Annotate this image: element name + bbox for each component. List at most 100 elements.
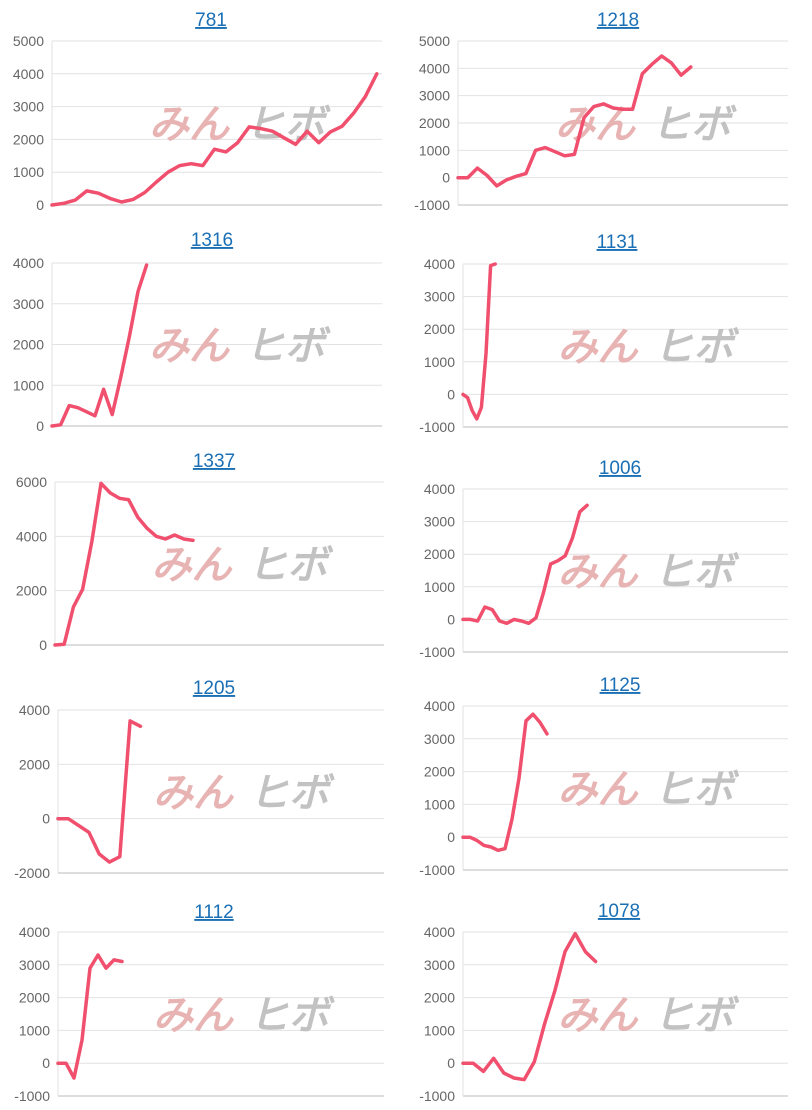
y-tick-label: 1000 bbox=[419, 142, 450, 158]
y-tick-label: 3000 bbox=[424, 957, 455, 973]
y-tick-label: 2000 bbox=[419, 115, 450, 131]
y-tick-label: 2000 bbox=[13, 131, 44, 147]
watermark-logo-part-a: みん bbox=[149, 102, 231, 148]
series-line bbox=[461, 931, 598, 1082]
y-tick-label: 1000 bbox=[424, 1022, 455, 1038]
chart-panel: 1112 -1000 0 1000 2000 3000 4000 みん ヒボ bbox=[14, 902, 384, 1104]
watermark-logo-part-a: みん bbox=[558, 325, 640, 371]
watermark-logo-part-b: ヒボ bbox=[654, 550, 740, 596]
watermark-logo-part-a: みん bbox=[153, 993, 235, 1039]
y-tick-label: 0 bbox=[447, 611, 455, 627]
chart-title-link[interactable]: 1337 bbox=[193, 451, 235, 472]
y-tick-label: 2000 bbox=[424, 321, 455, 337]
y-tick-label: -1000 bbox=[419, 1088, 455, 1104]
watermark-logo-part-b: ヒボ bbox=[651, 102, 737, 148]
y-tick-label: 3000 bbox=[13, 99, 44, 115]
y-tick-label: 0 bbox=[442, 170, 450, 186]
y-tick-label: 4000 bbox=[424, 698, 455, 714]
chart-title-link[interactable]: 1316 bbox=[191, 230, 233, 251]
chart-panel: 1125 -1000 0 1000 2000 3000 4000 みん ヒボ bbox=[419, 675, 788, 878]
chart-title-link[interactable]: 1205 bbox=[193, 678, 235, 699]
y-tick-label: -2000 bbox=[14, 865, 50, 881]
y-tick-label: 2000 bbox=[424, 546, 455, 562]
watermark-logo-part-b: ヒボ bbox=[249, 993, 335, 1039]
y-tick-label: 3000 bbox=[424, 731, 455, 747]
series-line bbox=[56, 953, 124, 1080]
chart-panel: 1205 -2000 0 2000 4000 みん ヒボ bbox=[14, 678, 384, 881]
series-line bbox=[456, 54, 693, 188]
series-line bbox=[50, 263, 149, 428]
chart-title-link[interactable]: 1218 bbox=[597, 10, 639, 31]
y-tick-label: 1000 bbox=[13, 377, 44, 393]
chart-title-link[interactable]: 1112 bbox=[194, 902, 233, 923]
y-tick-label: 4000 bbox=[424, 481, 455, 497]
chart-panel: 1316 0 1000 2000 3000 4000 みん ヒボ bbox=[13, 230, 382, 434]
y-tick-label: 1000 bbox=[424, 579, 455, 595]
chart-panel: 1006 -1000 0 1000 2000 3000 4000 みん ヒボ bbox=[419, 458, 788, 660]
y-tick-label: 3000 bbox=[13, 296, 44, 312]
y-tick-label: 1000 bbox=[424, 354, 455, 370]
chart-title-link[interactable]: 1125 bbox=[600, 675, 641, 696]
y-tick-label: 0 bbox=[36, 197, 44, 213]
chart-title-link[interactable]: 1078 bbox=[598, 901, 640, 922]
watermark-logo-part-a: みん bbox=[152, 543, 234, 589]
y-tick-label: 3000 bbox=[19, 957, 50, 973]
watermark-logo-part-a: みん bbox=[149, 324, 231, 370]
y-tick-label: 2000 bbox=[424, 764, 455, 780]
y-tick-label: -1000 bbox=[414, 197, 450, 213]
y-tick-label: 4000 bbox=[424, 256, 455, 272]
series-line bbox=[56, 719, 143, 864]
watermark-logo-part-a: みん bbox=[153, 771, 235, 817]
series-line bbox=[461, 262, 497, 421]
chart-title-link[interactable]: 1131 bbox=[597, 232, 638, 253]
y-tick-label: 0 bbox=[447, 829, 455, 845]
y-tick-label: 0 bbox=[447, 386, 455, 402]
y-tick-label: 4000 bbox=[13, 66, 44, 82]
watermark-logo-part-b: ヒボ bbox=[654, 325, 740, 371]
watermark-logo-part-b: ヒボ bbox=[245, 324, 331, 370]
y-tick-label: 1000 bbox=[13, 164, 44, 180]
y-tick-label: 2000 bbox=[16, 583, 47, 599]
chart-panel: 1131 -1000 0 1000 2000 3000 4000 みん ヒボ bbox=[419, 232, 788, 435]
y-tick-label: 4000 bbox=[16, 528, 47, 544]
series-line bbox=[461, 712, 549, 853]
watermark-logo-part-b: ヒボ bbox=[654, 767, 740, 813]
y-tick-label: 3000 bbox=[419, 88, 450, 104]
series-line bbox=[53, 481, 195, 647]
watermark-logo-part-a: みん bbox=[558, 993, 640, 1039]
watermark-logo-part-a: みん bbox=[558, 550, 640, 596]
watermark-logo-part-b: ヒボ bbox=[654, 993, 740, 1039]
y-tick-label: 4000 bbox=[419, 60, 450, 76]
watermark-logo-part-a: みん bbox=[558, 767, 640, 813]
y-tick-label: 2000 bbox=[19, 990, 50, 1006]
y-tick-label: 4000 bbox=[19, 924, 50, 940]
y-tick-label: 0 bbox=[42, 811, 50, 827]
y-tick-label: 6000 bbox=[16, 474, 47, 490]
series-line bbox=[50, 72, 379, 207]
chart-panel: 1337 0 2000 4000 6000 みん ヒボ bbox=[16, 451, 384, 653]
y-tick-label: 1000 bbox=[424, 796, 455, 812]
watermark-logo-part-b: ヒボ bbox=[248, 543, 334, 589]
y-tick-label: 4000 bbox=[13, 255, 44, 271]
series-line bbox=[461, 503, 589, 626]
y-tick-label: 3000 bbox=[424, 289, 455, 305]
y-tick-label: 0 bbox=[39, 637, 47, 653]
y-tick-label: 0 bbox=[36, 418, 44, 434]
chart-title-link[interactable]: 1006 bbox=[599, 458, 641, 479]
y-tick-label: 2000 bbox=[424, 990, 455, 1006]
y-tick-label: 3000 bbox=[424, 514, 455, 530]
y-tick-label: 0 bbox=[42, 1055, 50, 1071]
y-tick-label: 2000 bbox=[13, 337, 44, 353]
y-tick-label: -1000 bbox=[419, 862, 455, 878]
y-tick-label: 2000 bbox=[19, 756, 50, 772]
y-tick-label: 0 bbox=[447, 1055, 455, 1071]
y-tick-label: 5000 bbox=[13, 33, 44, 49]
watermark-logo-part-b: ヒボ bbox=[249, 771, 335, 817]
y-tick-label: 4000 bbox=[19, 702, 50, 718]
y-tick-label: 5000 bbox=[419, 33, 450, 49]
chart-title-link[interactable]: 781 bbox=[195, 10, 227, 31]
y-tick-label: -1000 bbox=[419, 644, 455, 660]
